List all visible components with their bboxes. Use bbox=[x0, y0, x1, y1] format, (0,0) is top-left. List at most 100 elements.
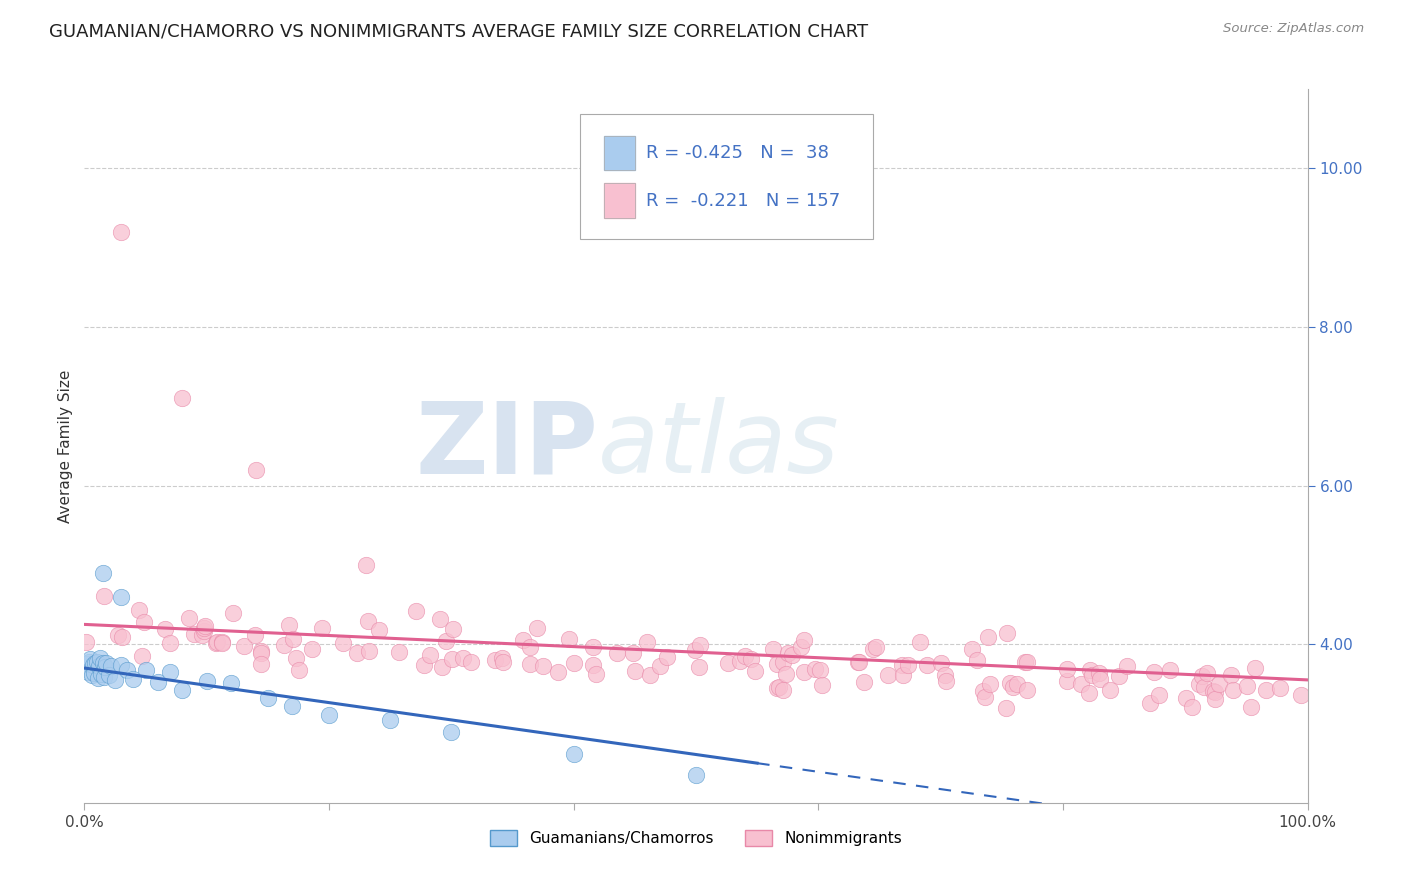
Point bbox=[368, 624, 391, 638]
Point bbox=[762, 641, 785, 656]
Point bbox=[853, 674, 876, 689]
Point bbox=[89, 651, 111, 665]
Point bbox=[104, 673, 127, 688]
Point bbox=[283, 632, 305, 646]
Point bbox=[780, 648, 803, 663]
Point bbox=[1078, 663, 1101, 677]
Point bbox=[110, 225, 132, 239]
Point bbox=[650, 659, 672, 673]
Point bbox=[273, 638, 295, 652]
Point bbox=[441, 652, 464, 666]
Point bbox=[205, 635, 228, 649]
Point bbox=[915, 658, 938, 673]
Point bbox=[82, 658, 104, 673]
Point bbox=[636, 635, 658, 649]
Point bbox=[790, 640, 813, 655]
Point bbox=[1108, 669, 1130, 683]
Point bbox=[519, 640, 541, 655]
Point bbox=[110, 590, 132, 604]
Point bbox=[775, 667, 797, 681]
Point bbox=[689, 638, 711, 652]
Point bbox=[243, 627, 266, 641]
Point bbox=[346, 646, 368, 660]
Point bbox=[547, 665, 569, 679]
Point bbox=[434, 633, 457, 648]
Point bbox=[935, 673, 957, 688]
Point bbox=[994, 700, 1017, 714]
Point bbox=[772, 683, 794, 698]
Point bbox=[728, 654, 751, 668]
Point bbox=[419, 648, 441, 662]
Point bbox=[582, 640, 605, 654]
Point bbox=[1088, 673, 1111, 687]
Point bbox=[135, 664, 157, 678]
Point bbox=[460, 655, 482, 669]
Point bbox=[288, 663, 311, 677]
Point bbox=[1220, 667, 1243, 681]
Point bbox=[354, 558, 377, 572]
Point bbox=[1268, 681, 1291, 696]
Point bbox=[172, 682, 194, 697]
Point bbox=[172, 392, 194, 406]
Point bbox=[793, 632, 815, 647]
Point bbox=[405, 604, 427, 618]
Point bbox=[77, 656, 100, 670]
Point bbox=[111, 630, 134, 644]
Point bbox=[655, 650, 678, 665]
Point bbox=[84, 657, 107, 671]
Point bbox=[1291, 688, 1313, 702]
Point bbox=[311, 621, 333, 635]
Point bbox=[582, 657, 605, 672]
Point bbox=[146, 675, 169, 690]
Point bbox=[862, 642, 884, 657]
Point bbox=[484, 653, 506, 667]
Point bbox=[195, 674, 218, 689]
Point bbox=[1015, 655, 1038, 669]
Point bbox=[93, 589, 115, 603]
Point bbox=[979, 677, 1001, 691]
Point bbox=[83, 666, 105, 681]
Point bbox=[79, 652, 101, 666]
Point bbox=[1174, 691, 1197, 706]
Text: atlas: atlas bbox=[598, 398, 839, 494]
Point bbox=[1070, 677, 1092, 691]
Point bbox=[558, 632, 581, 647]
Point bbox=[87, 659, 110, 673]
Point bbox=[356, 614, 378, 628]
Point bbox=[688, 660, 710, 674]
Point bbox=[623, 646, 645, 660]
Point bbox=[1116, 659, 1139, 673]
Point bbox=[638, 667, 661, 681]
Point bbox=[526, 621, 548, 635]
Point bbox=[908, 635, 931, 649]
Point bbox=[380, 713, 402, 727]
Point bbox=[96, 657, 118, 671]
Point bbox=[122, 672, 145, 686]
Point bbox=[107, 627, 129, 641]
Point bbox=[1197, 665, 1219, 680]
Point bbox=[93, 670, 115, 684]
Point bbox=[211, 635, 233, 649]
Point bbox=[606, 646, 628, 660]
Point bbox=[1056, 673, 1078, 688]
Bar bbox=[605, 136, 636, 169]
Point bbox=[562, 657, 585, 671]
Point bbox=[531, 659, 554, 673]
Point bbox=[128, 602, 150, 616]
Point bbox=[685, 768, 707, 782]
Text: ZIP: ZIP bbox=[415, 398, 598, 494]
Point bbox=[318, 707, 340, 722]
Point bbox=[233, 639, 256, 653]
Point bbox=[100, 658, 122, 673]
Point bbox=[183, 627, 205, 641]
Point bbox=[250, 646, 273, 660]
Point bbox=[891, 668, 914, 682]
Point bbox=[1192, 680, 1215, 694]
Point bbox=[1236, 679, 1258, 693]
Point bbox=[90, 667, 112, 681]
Point bbox=[772, 655, 794, 669]
Point bbox=[768, 680, 790, 694]
Y-axis label: Average Family Size: Average Family Size bbox=[58, 369, 73, 523]
Point bbox=[432, 660, 454, 674]
Point bbox=[1002, 681, 1025, 695]
